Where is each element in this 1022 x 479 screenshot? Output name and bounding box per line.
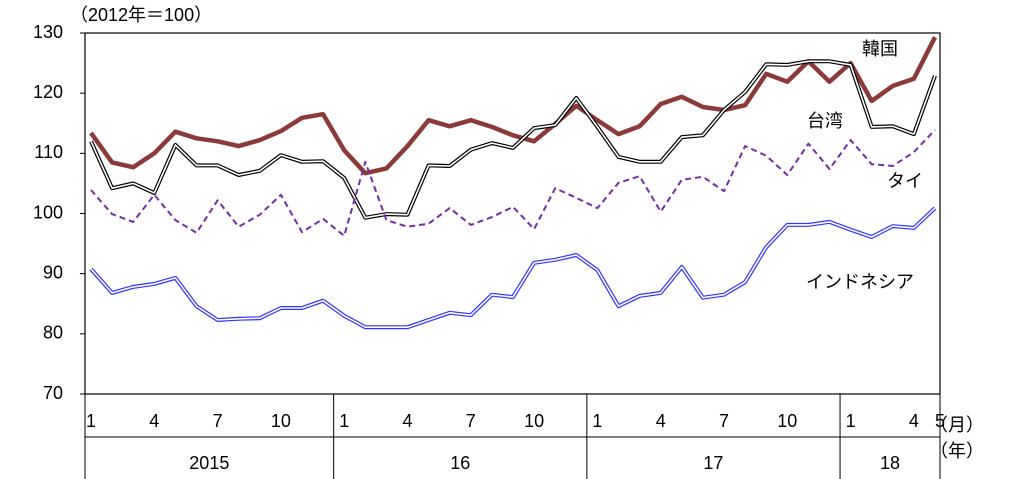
x-tick-label: 7 — [213, 411, 223, 431]
plot-frame — [84, 32, 941, 395]
x-tick-label: 5 — [935, 411, 945, 431]
x-tick-label: 4 — [656, 411, 666, 431]
y-tick-label: 90 — [43, 262, 63, 282]
year-label: 2015 — [189, 453, 229, 473]
series-line-inner — [90, 60, 936, 219]
year-unit-label: （年） — [930, 441, 984, 461]
series-label: インドネシア — [806, 272, 914, 292]
x-tick-label: 10 — [271, 411, 291, 431]
x-tick-label: 1 — [339, 411, 349, 431]
x-tick-label: 4 — [402, 411, 412, 431]
series-line — [89, 36, 938, 176]
y-tick-label: 120 — [33, 82, 63, 102]
series-label: タイ — [887, 171, 923, 191]
x-tick-label: 10 — [777, 411, 797, 431]
series-label: 台湾 — [807, 111, 843, 131]
x-tick-label: 1 — [846, 411, 856, 431]
x-tick-label: 1 — [592, 411, 602, 431]
y-tick-label: 110 — [34, 142, 63, 162]
x-tick-label: 4 — [149, 411, 159, 431]
x-tick-label: 4 — [909, 411, 919, 431]
year-label: 18 — [880, 453, 900, 473]
y-tick-label: 70 — [43, 383, 63, 403]
y-tick-label: 80 — [43, 323, 63, 343]
x-tick-label: 10 — [524, 411, 544, 431]
year-label: 17 — [703, 453, 723, 473]
year-label: 16 — [450, 453, 470, 473]
y-tick-label: 130 — [33, 22, 63, 42]
x-tick-label: 7 — [719, 411, 729, 431]
series-line-inner — [90, 207, 936, 328]
x-unit-label: （月） — [930, 415, 984, 435]
x-tick-label: 1 — [86, 411, 96, 431]
series-label: 韓国 — [862, 39, 898, 59]
x-tick-label: 7 — [466, 411, 476, 431]
y-unit-label: （2012年＝100） — [70, 5, 212, 25]
y-tick-label: 100 — [33, 202, 63, 222]
series-line — [89, 206, 937, 330]
